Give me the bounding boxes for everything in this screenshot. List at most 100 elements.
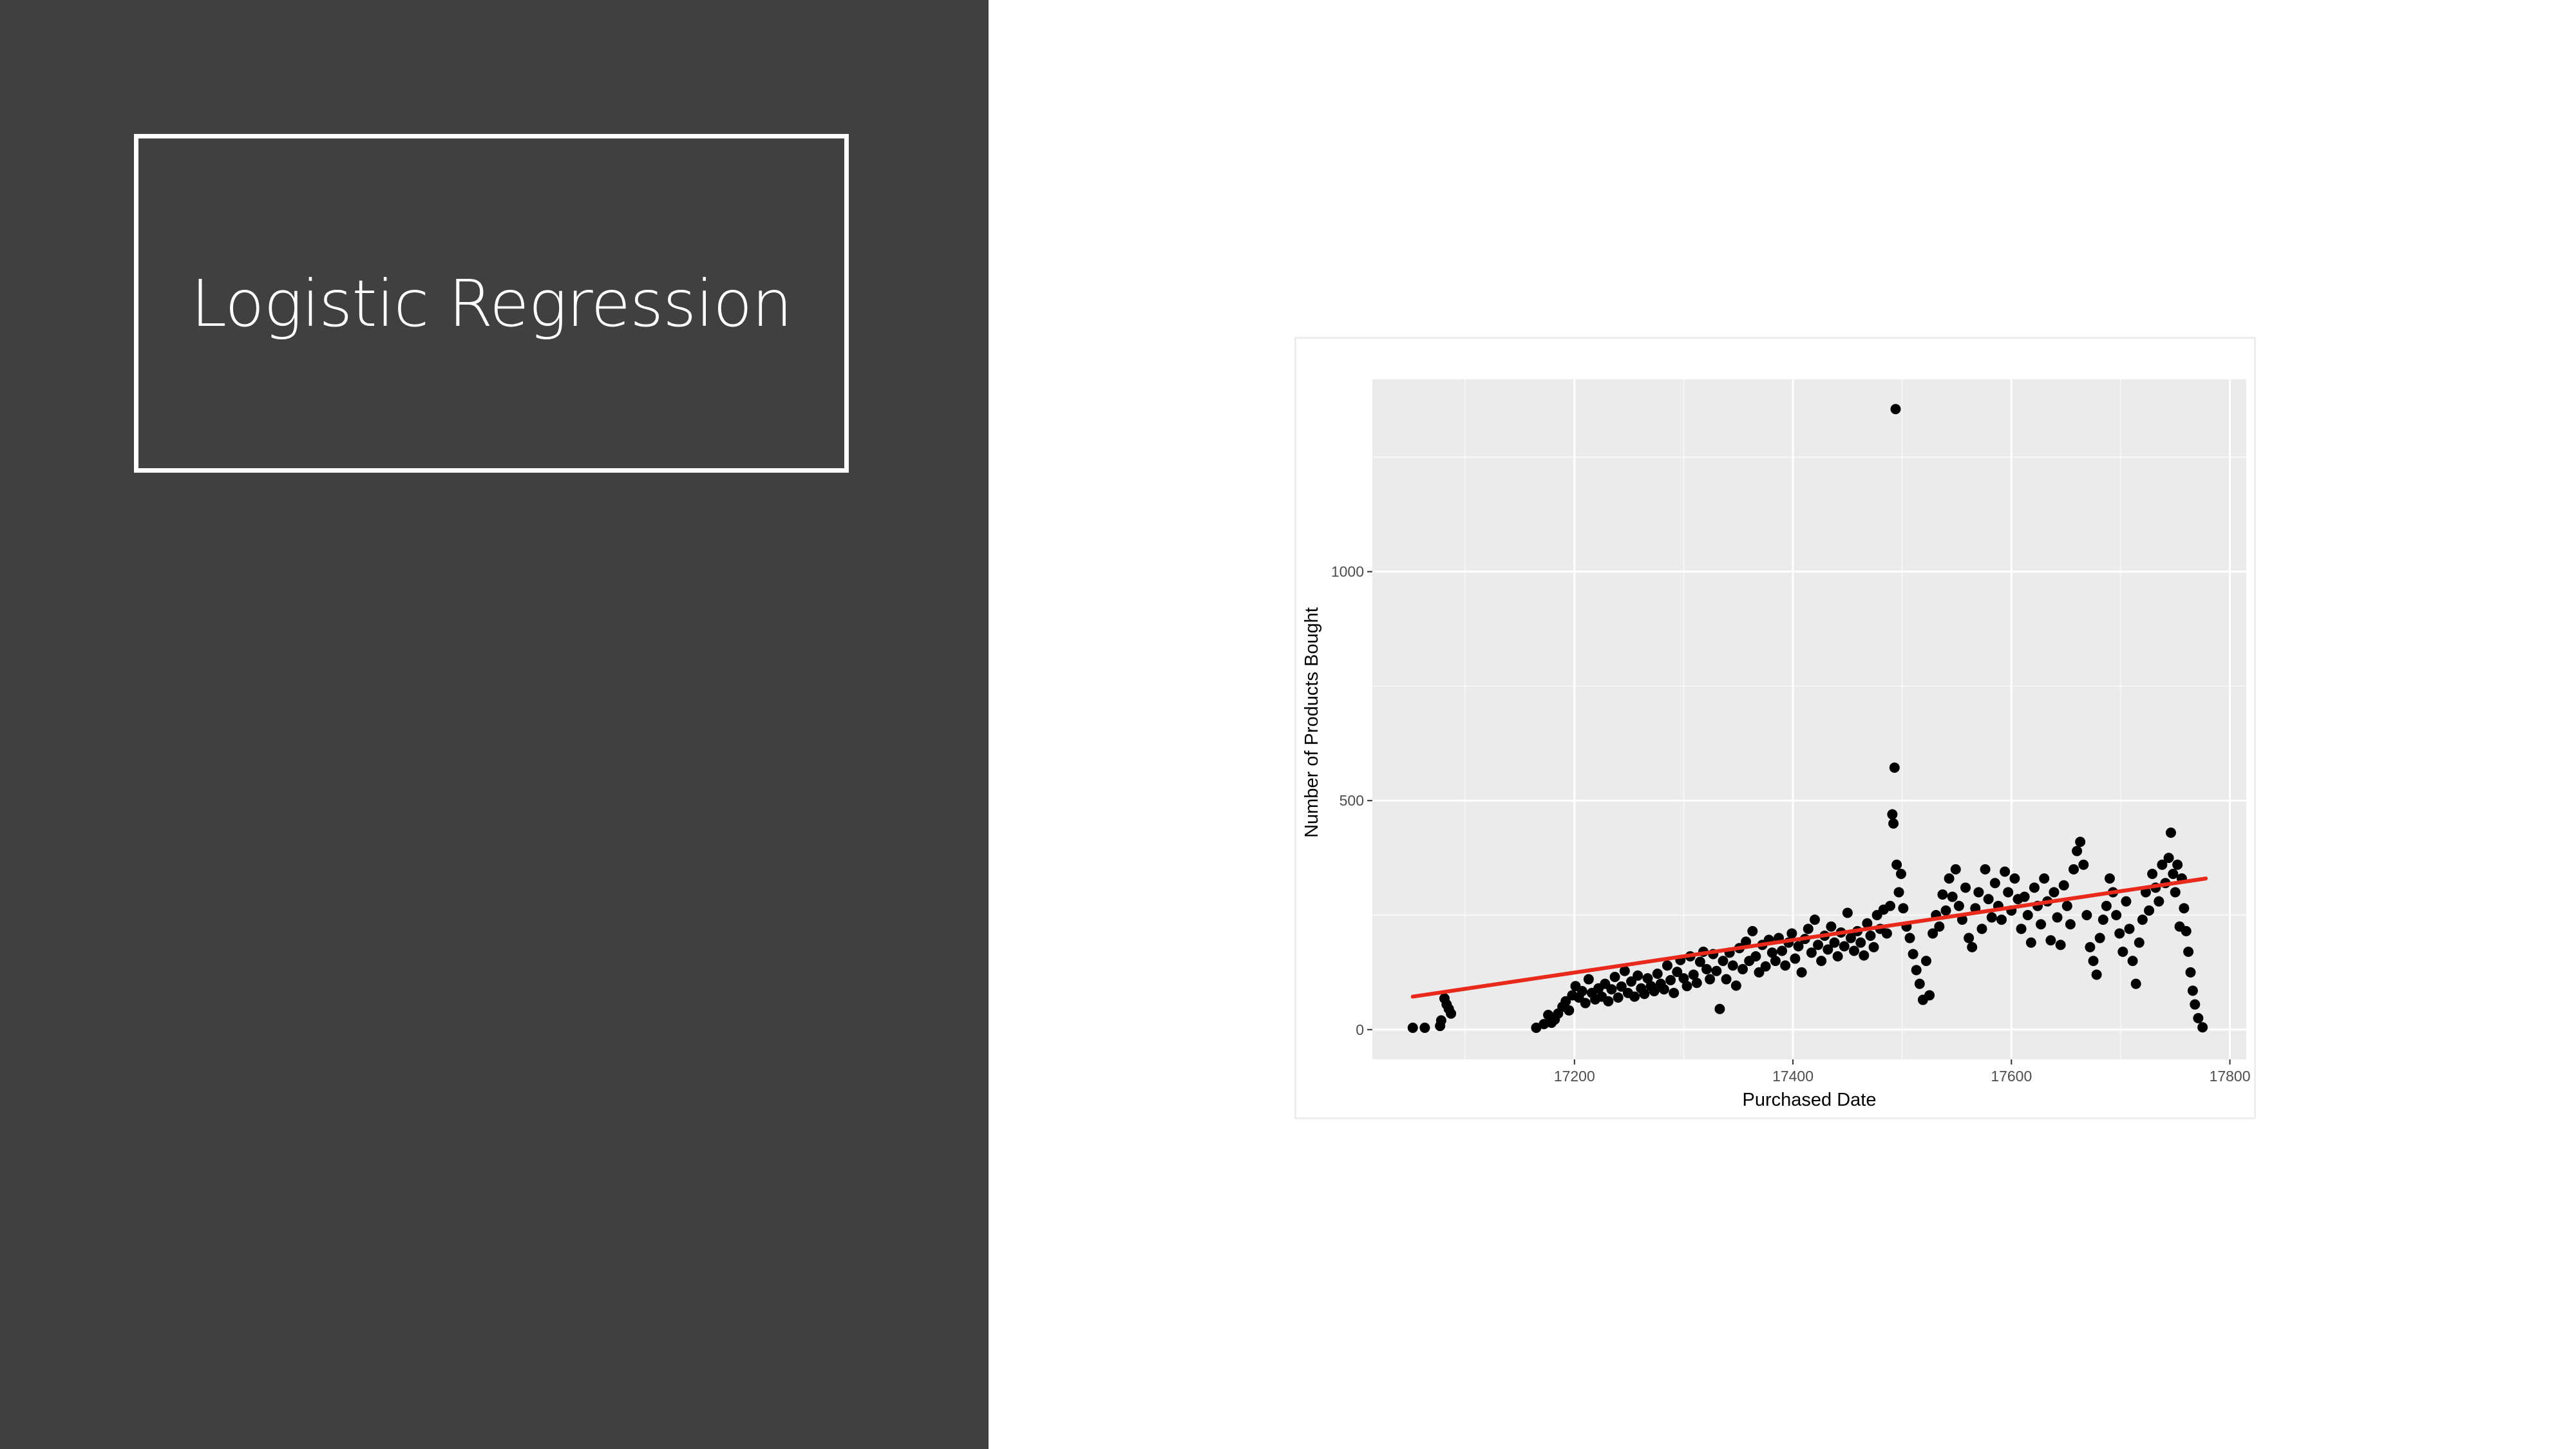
data-point [2190,999,2201,1010]
data-point [1911,965,1922,976]
data-point [1893,887,1904,898]
data-point [2144,905,2155,916]
x-tick-label: 17200 [1554,1068,1595,1084]
data-point [1711,965,1722,976]
data-point [1701,963,1712,974]
data-point [2193,1013,2204,1023]
data-point [1577,986,1587,997]
data-point [1845,933,1856,943]
data-point [2130,978,2141,989]
data-point [1976,923,1987,934]
data-point [1747,925,1758,936]
data-point [2058,880,2069,891]
data-point [2170,887,2181,898]
data-point [1691,978,1702,989]
data-point [2165,828,2176,838]
data-point [2101,900,2112,911]
data-point [2029,882,2040,893]
data-point [1760,961,1771,972]
data-point [1777,945,1788,956]
data-point [1564,1005,1575,1016]
data-point [1809,914,1820,925]
x-axis-title: Purchased Date [1743,1090,1877,1110]
data-point [2121,896,2132,907]
data-point [1944,873,1955,884]
data-point [1580,998,1591,1009]
data-point [2003,887,2014,898]
data-point [1606,984,1617,995]
data-points [1407,404,2208,1033]
data-point [2061,900,2072,911]
data-point [2104,873,2115,884]
data-point [2134,937,2145,948]
data-point [1539,1019,1549,1030]
data-point [2065,919,2076,930]
data-point [1741,936,1752,947]
data-point [2039,873,2050,884]
data-point [1633,970,1643,981]
data-point [1435,1015,1446,1026]
data-point [1823,944,1833,955]
data-point [1842,907,1853,918]
data-point [1718,956,1728,967]
data-point [2181,925,2192,936]
data-point [1780,960,1791,971]
data-point [1665,974,1676,985]
data-point [1786,928,1797,939]
data-point [2078,859,2089,870]
data-point [2045,935,2056,946]
trend-line [1410,876,2208,999]
data-point [2187,985,2198,996]
data-point [2137,914,2148,925]
data-point [1862,918,1873,929]
data-point [1937,889,1948,900]
title-box[interactable]: Logistic Regression [134,134,849,473]
data-point [2154,896,2164,907]
data-point [2068,864,2079,875]
data-point [2157,859,2168,870]
data-point [2179,903,2190,914]
data-point [1956,914,1967,925]
data-point [1980,864,1991,875]
data-point [1920,956,1931,967]
data-point [1940,905,1951,916]
data-point [2127,956,2138,967]
data-point [2055,940,2066,951]
data-point [1419,1022,1430,1033]
scatter-chart: 17200 17400 17600 17800 0 500 1000 Purchased D… [1302,379,2251,1110]
data-point [2022,910,2033,920]
data-point [2085,942,2096,952]
data-point [1953,900,1964,911]
data-point [1616,981,1627,992]
data-point [1790,953,1801,964]
data-point [1983,894,1994,905]
data-point [1652,969,1663,980]
data-point [1446,1008,1457,1019]
data-point [1964,933,1975,943]
data-point [1947,891,1958,902]
slide-title: Logistic Regression [191,265,792,341]
data-point [2052,912,2063,923]
data-point [2185,967,2196,978]
data-point [2019,891,2030,902]
data-point [1888,818,1899,829]
data-point [1950,864,1961,875]
data-point [2147,869,2158,879]
data-point [2172,859,2183,870]
data-point [2000,866,2011,877]
data-point [2025,937,2036,948]
data-point [1626,976,1637,987]
data-point [2016,923,2027,934]
data-point [1531,1022,1542,1033]
data-point [2049,887,2060,898]
data-point [1750,951,1761,961]
title-panel: Logistic Regression [0,0,989,1449]
data-point [1642,973,1653,984]
y-tick-label: 500 [1340,792,1364,809]
axis-ticks: 17200 17400 17600 17800 0 500 1000 [1331,564,2251,1084]
data-point [2009,873,2020,884]
data-point [1924,990,1935,1001]
data-point [1989,878,2000,889]
data-point [1662,960,1672,971]
